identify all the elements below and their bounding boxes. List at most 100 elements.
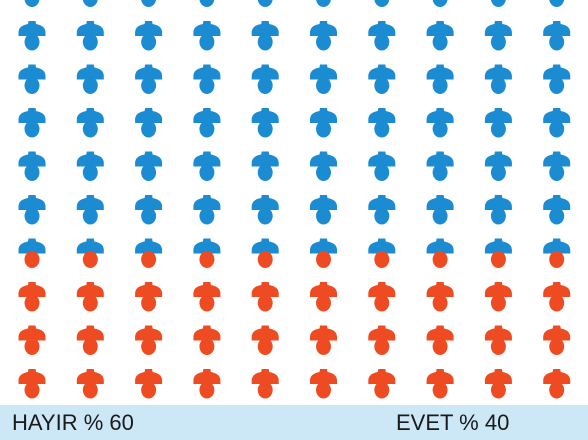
person-icon <box>484 164 512 210</box>
person-shape <box>310 77 337 124</box>
person-shape <box>251 120 279 167</box>
person-icon <box>135 381 163 428</box>
person-shape <box>135 0 163 36</box>
person-icon <box>193 77 221 124</box>
person-shape <box>426 338 454 384</box>
person-shape <box>135 207 163 254</box>
person-icon <box>484 207 512 254</box>
person-shape <box>484 33 512 80</box>
person-shape <box>368 338 396 384</box>
person-icon <box>543 381 571 428</box>
person-icon <box>18 33 46 80</box>
person-shape <box>426 164 454 210</box>
person-icon <box>251 338 279 384</box>
person-shape <box>18 120 46 167</box>
person-shape <box>18 33 46 80</box>
person-shape <box>193 207 221 254</box>
person-icon <box>135 294 163 341</box>
person-shape <box>76 0 104 36</box>
person-icon <box>135 207 163 254</box>
person-icon <box>193 164 221 210</box>
person-icon <box>251 251 279 297</box>
person-shape <box>543 251 571 297</box>
person-icon <box>484 381 512 428</box>
legend-label: EVET % 40 <box>396 410 509 435</box>
person-icon <box>484 294 512 341</box>
person-shape <box>18 381 46 428</box>
icon-grid <box>18 0 571 428</box>
person-icon <box>426 251 454 297</box>
person-icon <box>251 164 279 210</box>
person-icon <box>426 0 454 36</box>
person-shape <box>251 294 279 341</box>
person-shape <box>484 338 512 384</box>
person-icon <box>368 251 396 297</box>
person-icon <box>543 164 571 210</box>
person-icon <box>18 251 46 297</box>
person-icon <box>76 120 104 167</box>
person-icon <box>368 33 396 80</box>
person-shape <box>426 33 454 80</box>
person-shape <box>543 120 571 167</box>
person-icon <box>251 0 279 36</box>
person-icon <box>18 77 46 124</box>
person-icon <box>193 33 221 80</box>
person-icon <box>18 294 46 341</box>
person-shape <box>76 77 104 124</box>
person-icon <box>484 77 512 124</box>
person-icon <box>368 0 396 36</box>
person-shape <box>193 33 221 80</box>
person-icon <box>251 77 279 124</box>
person-icon <box>193 381 221 428</box>
person-icon <box>135 338 163 384</box>
person-icon <box>76 77 104 124</box>
person-shape <box>76 120 104 167</box>
person-icon <box>18 381 46 428</box>
person-icon <box>368 207 396 254</box>
person-icon <box>484 251 512 297</box>
person-icon <box>251 120 279 167</box>
person-icon <box>76 338 104 384</box>
person-shape <box>251 207 279 254</box>
person-shape <box>310 381 337 428</box>
person-icon <box>543 0 571 36</box>
person-shape <box>310 251 337 297</box>
person-icon <box>310 381 337 428</box>
person-shape <box>76 164 104 210</box>
person-shape <box>251 164 279 210</box>
person-shape <box>76 294 104 341</box>
person-icon <box>18 0 46 36</box>
person-icon <box>426 120 454 167</box>
person-shape <box>76 251 104 297</box>
person-icon <box>484 120 512 167</box>
person-shape <box>484 164 512 210</box>
person-shape <box>543 294 571 341</box>
person-icon <box>251 207 279 254</box>
person-icon <box>18 120 46 167</box>
person-shape <box>310 33 337 80</box>
person-shape <box>251 33 279 80</box>
person-icon <box>193 338 221 384</box>
person-shape <box>484 294 512 341</box>
person-shape <box>543 164 571 210</box>
person-icon <box>135 33 163 80</box>
person-shape <box>251 0 279 36</box>
person-shape <box>251 338 279 384</box>
person-icon <box>368 164 396 210</box>
person-icon <box>310 77 337 124</box>
person-icon <box>193 0 221 36</box>
person-shape <box>251 77 279 124</box>
person-shape <box>135 77 163 124</box>
person-icon <box>135 0 163 36</box>
person-shape <box>484 77 512 124</box>
person-icon <box>251 294 279 341</box>
person-icon <box>543 338 571 384</box>
person-shape <box>135 33 163 80</box>
person-icon <box>426 164 454 210</box>
person-icon <box>310 33 337 80</box>
person-shape <box>18 207 46 254</box>
person-shape <box>368 381 396 428</box>
person-icon <box>18 207 46 254</box>
person-shape <box>310 338 337 384</box>
person-shape <box>310 294 337 341</box>
